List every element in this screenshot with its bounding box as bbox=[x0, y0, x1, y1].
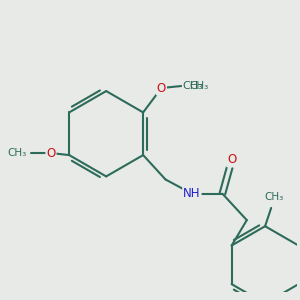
Text: NH: NH bbox=[183, 187, 201, 200]
Text: CH₃: CH₃ bbox=[183, 81, 203, 91]
Text: CH₃: CH₃ bbox=[7, 148, 26, 158]
Text: CH₃: CH₃ bbox=[265, 192, 284, 202]
Text: O: O bbox=[157, 82, 166, 94]
Text: CH₃: CH₃ bbox=[189, 81, 208, 91]
Text: O: O bbox=[46, 146, 56, 160]
Text: O: O bbox=[227, 154, 236, 166]
